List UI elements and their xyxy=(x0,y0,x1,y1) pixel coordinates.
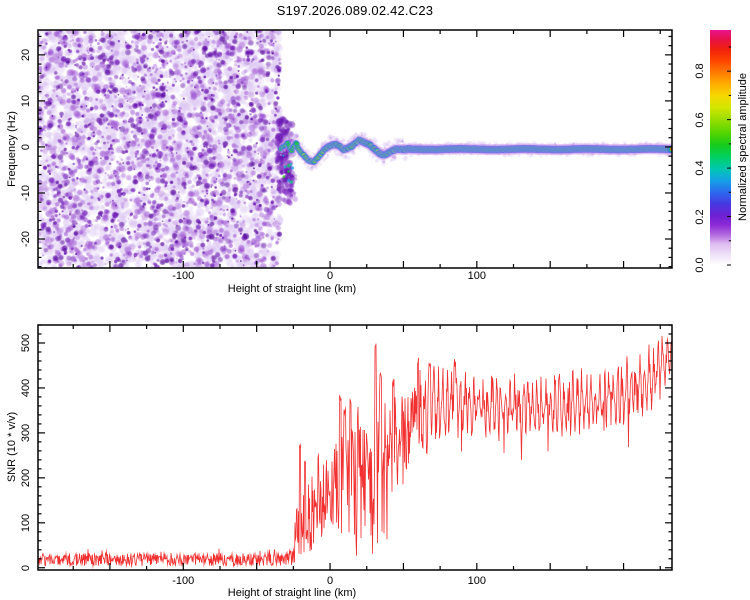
plot-title: S197.2026.089.02.42.C23 xyxy=(276,3,434,18)
bottom-x-tick-label: 0 xyxy=(326,575,334,587)
bottom-y-tick-label: 100 xyxy=(20,513,32,532)
colorbar-tick-label: 0.0 xyxy=(694,257,706,273)
top-xaxis-label: Height of straight line (km) xyxy=(227,283,357,295)
colorbar-canvas xyxy=(710,30,731,265)
top-y-tick-label: -10 xyxy=(20,185,32,201)
top-x-tick-label: 0 xyxy=(326,270,334,282)
plot-frame xyxy=(37,29,673,269)
colorbar-tick-label: 0.6 xyxy=(694,111,706,128)
snr-trace-canvas xyxy=(38,325,672,570)
top-y-tick-label: 20 xyxy=(20,48,32,61)
colorbar-tick-label: 0.4 xyxy=(694,160,706,176)
bottom-x-tick-label: -100 xyxy=(172,575,195,587)
bottom-y-tick-label: 200 xyxy=(20,468,32,488)
colorbar-tick-label: 0.2 xyxy=(694,208,706,225)
spectrogram-canvas xyxy=(38,30,672,268)
top-x-tick-label: -100 xyxy=(172,270,195,282)
bottom-y-tick-label: 300 xyxy=(20,423,32,443)
bottom-yaxis-label: SNR (10 * v/v) xyxy=(6,411,18,483)
bottom-y-tick-label: 500 xyxy=(20,333,32,353)
top-x-tick-label: 100 xyxy=(467,270,486,282)
top-y-tick-label: 10 xyxy=(20,94,32,108)
plot-frame xyxy=(37,324,673,571)
colorbar-tick-label: 0.8 xyxy=(694,63,706,79)
top-yaxis-label: Frequency (Hz) xyxy=(6,111,18,187)
bottom-x-tick-label: 100 xyxy=(467,575,486,587)
bottom-y-tick-label: 400 xyxy=(20,378,32,398)
top-y-tick-label: -20 xyxy=(20,231,32,247)
bottom-xaxis-label: Height of straight line (km) xyxy=(227,587,357,599)
colorbar-label: Normalized spectral amplitude xyxy=(737,73,749,221)
top-y-tick-label: 0 xyxy=(20,143,32,150)
bottom-y-tick-label: 0 xyxy=(20,564,32,571)
